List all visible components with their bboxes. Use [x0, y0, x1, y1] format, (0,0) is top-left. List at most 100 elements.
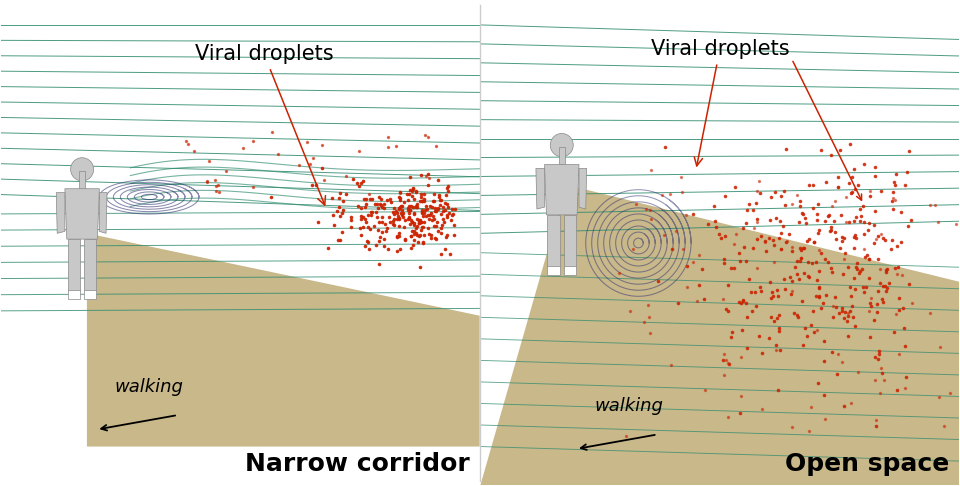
Point [446, 231, 462, 239]
Point [753, 190, 768, 197]
Point [856, 230, 872, 238]
Point [383, 218, 398, 226]
Point [836, 255, 852, 263]
Point [402, 221, 418, 228]
Point [846, 313, 861, 321]
Point [370, 200, 385, 208]
Point [878, 287, 894, 295]
Point [769, 341, 784, 349]
Point [723, 332, 738, 340]
Point [732, 249, 747, 257]
Point [810, 200, 826, 208]
Point [847, 186, 862, 193]
Point [879, 265, 895, 273]
Point [376, 204, 392, 212]
Point [873, 278, 888, 286]
Point [333, 236, 348, 244]
Point [438, 199, 453, 207]
Point [884, 197, 900, 205]
Point [751, 332, 766, 340]
Point [413, 193, 428, 201]
Point [784, 423, 800, 431]
Point [830, 350, 846, 358]
Point [860, 226, 876, 233]
Point [415, 207, 430, 214]
Point [392, 222, 407, 229]
Point [389, 215, 404, 223]
Point [409, 189, 424, 196]
Point [837, 249, 852, 257]
Point [777, 187, 792, 194]
Point [640, 301, 656, 309]
Point [811, 226, 827, 234]
Point [878, 266, 894, 274]
Point [415, 197, 430, 205]
Point [830, 309, 846, 317]
Point [416, 224, 431, 231]
Point [792, 197, 807, 205]
Point [856, 218, 872, 226]
Point [401, 213, 417, 221]
Point [839, 192, 854, 200]
Point [753, 283, 768, 291]
Point [434, 250, 449, 258]
Point [847, 322, 862, 330]
Point [870, 287, 885, 295]
Point [792, 244, 807, 252]
Point [841, 309, 856, 316]
Point [436, 208, 451, 215]
Point [828, 303, 844, 311]
Point [805, 181, 821, 189]
Point [263, 193, 278, 201]
Point [411, 232, 426, 240]
Point [877, 282, 893, 290]
Point [877, 236, 893, 244]
Point [856, 160, 872, 168]
Point [771, 386, 786, 394]
Point [862, 192, 877, 200]
Point [752, 177, 767, 185]
Point [801, 428, 816, 435]
Point [357, 242, 372, 250]
Point [757, 238, 773, 246]
Point [210, 181, 226, 189]
Point [246, 138, 261, 145]
Point [441, 187, 456, 195]
Point [446, 221, 462, 229]
Point [850, 260, 865, 267]
Point [867, 239, 882, 247]
Point [892, 294, 907, 302]
Point [380, 196, 396, 204]
Point [374, 227, 390, 235]
Point [774, 245, 789, 253]
Point [732, 410, 748, 417]
Point [382, 195, 397, 203]
Point [791, 218, 806, 226]
Point [416, 240, 431, 247]
Point [870, 355, 885, 363]
Point [899, 373, 914, 381]
Point [853, 212, 869, 220]
Point [897, 342, 912, 349]
Point [847, 233, 862, 241]
Polygon shape [547, 215, 560, 267]
Point [372, 193, 387, 201]
Point [400, 196, 416, 204]
Point [887, 264, 902, 272]
Point [376, 242, 392, 250]
Point [825, 269, 840, 277]
Point [208, 183, 224, 191]
Point [804, 403, 819, 411]
Point [430, 175, 445, 183]
Point [837, 308, 852, 316]
Point [679, 211, 694, 219]
Point [412, 263, 427, 271]
Point [418, 131, 433, 139]
Point [876, 376, 892, 384]
Point [732, 258, 748, 265]
Point [697, 295, 712, 303]
Point [720, 413, 735, 421]
Point [890, 262, 905, 270]
Point [900, 168, 915, 176]
Point [836, 234, 852, 242]
